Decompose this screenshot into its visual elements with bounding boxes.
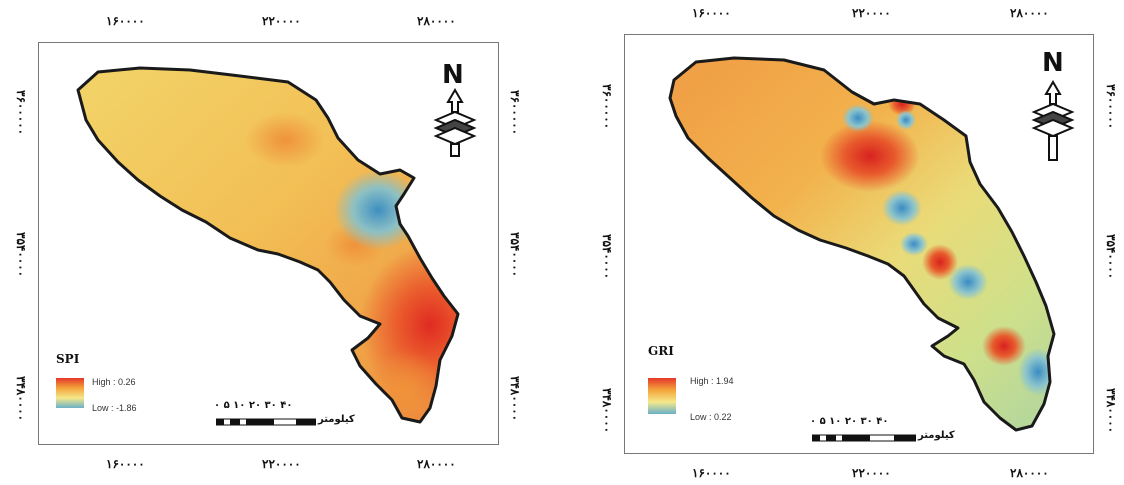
gri-interpolation-map [668, 56, 1056, 432]
x-tick-top-2: ۲۲۰۰۰۰ [262, 14, 301, 28]
y-tick-left-3: ۳۴۸۰۰۰۰ [600, 388, 614, 434]
scale-bar-numbers: ۰ ۵ ۱۰ ۲۰ ۳۰ ۴۰ [214, 400, 293, 411]
y-tick-right-2: ۳۵۴۰۰۰۰ [1104, 234, 1118, 280]
y-tick-right-3: ۳۴۸۰۰۰۰ [508, 376, 522, 422]
scale-bar-unit: کیلومتر [918, 430, 955, 441]
y-tick-right-1: ۳۶۰۰۰۰۰ [1104, 84, 1118, 130]
spi-map-panel: ۱۶۰۰۰۰ ۲۲۰۰۰۰ ۲۸۰۰۰۰ ۳۶۰۰۰۰۰ ۳۵۴۰۰۰۰ ۳۴۸… [0, 0, 540, 485]
spi-interpolation-map [76, 66, 460, 424]
north-label: N [442, 60, 464, 90]
y-tick-left-1: ۳۶۰۰۰۰۰ [600, 84, 614, 130]
y-tick-right-2: ۳۵۴۰۰۰۰ [508, 232, 522, 278]
y-tick-left-2: ۳۵۴۰۰۰۰ [600, 234, 614, 280]
x-tick-bottom-1: ۱۶۰۰۰۰ [692, 466, 731, 480]
x-tick-top-3: ۲۸۰۰۰۰ [417, 14, 456, 28]
y-tick-left-1: ۳۶۰۰۰۰۰ [14, 90, 28, 136]
north-arrow-icon [1031, 80, 1075, 161]
north-arrow: N [1028, 48, 1078, 168]
legend-title: GRI [648, 344, 674, 358]
north-arrow-icon [433, 88, 477, 157]
scale-bar-unit: کیلومتر [318, 414, 355, 425]
x-tick-top-3: ۲۸۰۰۰۰ [1010, 6, 1049, 20]
legend-color-ramp [56, 378, 84, 408]
y-tick-right-3: ۳۴۸۰۰۰۰ [1104, 388, 1118, 434]
scale-bar-numbers: ۰ ۵ ۱۰ ۲۰ ۳۰ ۴۰ [810, 416, 889, 427]
north-arrow: N [430, 60, 480, 160]
scale-bar: ۰ ۵ ۱۰ ۲۰ ۳۰ ۴۰ کیلومتر [214, 400, 364, 430]
x-tick-bottom-2: ۲۲۰۰۰۰ [262, 457, 301, 471]
y-tick-left-2: ۳۵۴۰۰۰۰ [14, 232, 28, 278]
x-tick-bottom-3: ۲۸۰۰۰۰ [417, 457, 456, 471]
scale-bar: ۰ ۵ ۱۰ ۲۰ ۳۰ ۴۰ کیلومتر [810, 416, 960, 446]
spi-legend: SPI High : 0.26 Low : -1.86 [54, 352, 174, 422]
y-tick-left-3: ۳۴۸۰۰۰۰ [14, 376, 28, 422]
legend-color-ramp [648, 378, 676, 414]
gri-map-panel: ۱۶۰۰۰۰ ۲۲۰۰۰۰ ۲۸۰۰۰۰ ۳۶۰۰۰۰۰ ۳۵۴۰۰۰۰ ۳۴۸… [584, 0, 1124, 485]
x-tick-top-1: ۱۶۰۰۰۰ [692, 6, 731, 20]
legend-low-label: Low : 0.22 [690, 412, 732, 422]
legend-high-label: High : 1.94 [690, 376, 734, 386]
legend-title: SPI [56, 352, 80, 366]
gri-legend: GRI High : 1.94 Low : 0.22 [646, 344, 766, 424]
x-tick-bottom-2: ۲۲۰۰۰۰ [852, 466, 891, 480]
legend-high-label: High : 0.26 [92, 377, 136, 387]
x-tick-bottom-1: ۱۶۰۰۰۰ [106, 457, 145, 471]
north-label: N [1042, 48, 1064, 78]
x-tick-bottom-3: ۲۸۰۰۰۰ [1010, 466, 1049, 480]
scale-bar-graphic [216, 418, 316, 426]
x-tick-top-1: ۱۶۰۰۰۰ [106, 14, 145, 28]
y-tick-right-1: ۳۶۰۰۰۰۰ [508, 90, 522, 136]
legend-low-label: Low : -1.86 [92, 403, 137, 413]
scale-bar-graphic [812, 434, 916, 442]
x-tick-top-2: ۲۲۰۰۰۰ [852, 6, 891, 20]
